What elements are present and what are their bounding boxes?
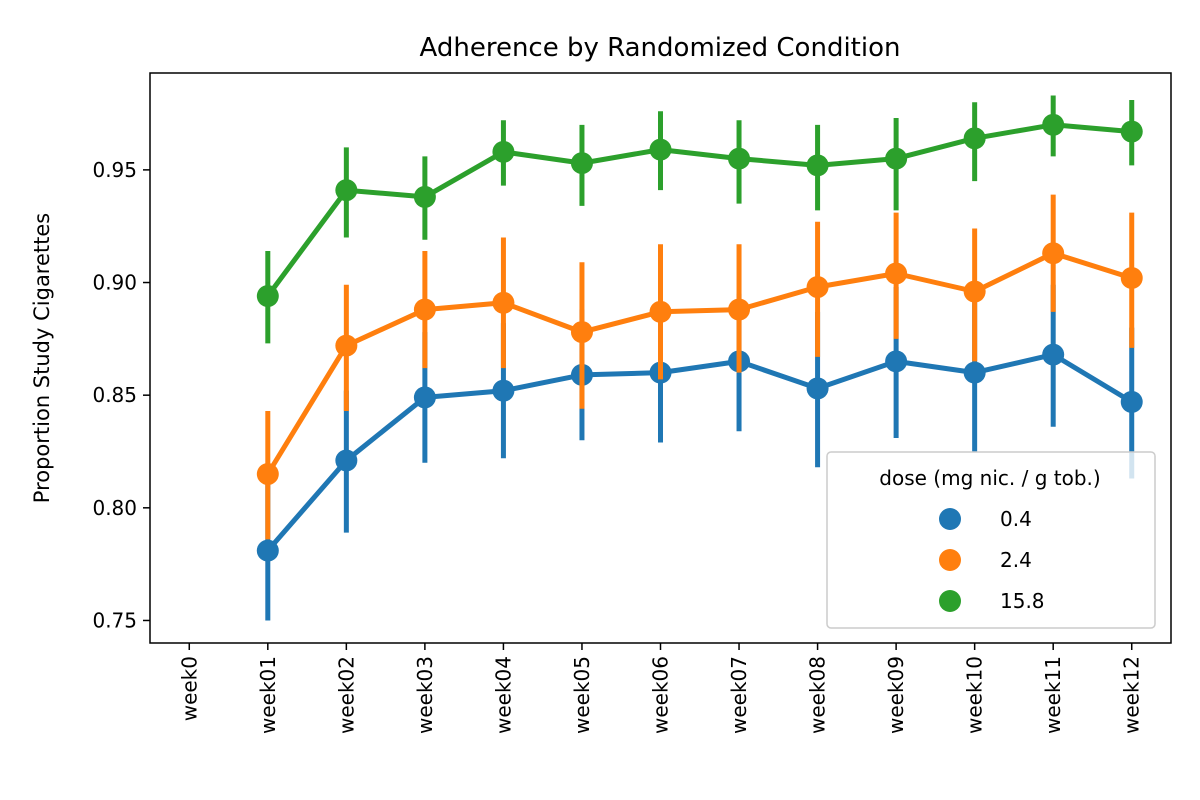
data-point — [885, 350, 908, 373]
data-point — [570, 321, 593, 344]
legend-marker — [939, 549, 961, 571]
data-point — [1120, 267, 1143, 290]
data-point — [963, 127, 986, 150]
x-tick-label: week11 — [1041, 656, 1065, 734]
y-tick-label: 0.80 — [92, 496, 137, 520]
data-point — [1120, 390, 1143, 413]
series-15.8 — [256, 95, 1143, 344]
plot-area: 0.75 0.80 0.85 0.90 0.95 week0 week01 week02 wee… — [92, 72, 1172, 734]
x-tick-label: week04 — [491, 656, 515, 734]
data-point — [649, 138, 672, 161]
data-point — [649, 300, 672, 323]
y-tick-label: 0.90 — [92, 271, 137, 295]
x-tick-label: week02 — [334, 656, 358, 734]
data-point — [806, 377, 829, 400]
data-point — [492, 379, 515, 402]
data-point — [413, 386, 436, 409]
data-point — [885, 147, 908, 170]
series-2.4 — [256, 194, 1143, 540]
x-tick-label: week08 — [806, 656, 830, 734]
chart-title: Adherence by Randomized Condition — [420, 33, 901, 63]
x-tick-label: week0 — [177, 656, 201, 721]
data-point — [963, 280, 986, 303]
y-tick-label: 0.95 — [92, 158, 137, 182]
data-point — [413, 185, 436, 208]
legend-label: 15.8 — [1000, 589, 1045, 613]
x-tick-label: week12 — [1120, 656, 1144, 734]
legend-frame — [826, 451, 1156, 629]
legend-marker — [939, 590, 961, 612]
data-point — [885, 262, 908, 285]
y-tick-label: 0.75 — [92, 608, 137, 632]
data-point — [806, 276, 829, 299]
legend: dose (mg nic. / g tob.) 0.4 2.4 15.8 — [826, 451, 1156, 629]
data-point — [963, 361, 986, 384]
legend-marker — [939, 508, 961, 530]
data-point — [492, 291, 515, 314]
data-point — [1042, 113, 1065, 136]
legend-title: dose (mg nic. / g tob.) — [879, 466, 1100, 490]
data-point — [335, 179, 358, 202]
x-tick-label: week10 — [963, 656, 987, 734]
series-line — [265, 250, 1133, 476]
data-point — [335, 334, 358, 357]
data-point — [1042, 242, 1065, 265]
x-tick-label: week07 — [727, 656, 751, 734]
data-point — [806, 154, 829, 177]
data-point — [256, 463, 279, 486]
data-point — [256, 539, 279, 562]
x-tick-label: week03 — [413, 656, 437, 734]
data-point — [570, 152, 593, 175]
y-axis-label: Proportion Study Cigarettes — [30, 213, 54, 503]
data-point — [1120, 120, 1143, 143]
data-point — [413, 298, 436, 321]
x-tick-label: week06 — [649, 656, 673, 734]
x-tick-label: week09 — [884, 656, 908, 734]
data-point — [492, 140, 515, 163]
data-point — [728, 147, 751, 170]
data-point — [728, 298, 751, 321]
x-tick-label: week01 — [256, 656, 280, 734]
legend-label: 2.4 — [1000, 548, 1032, 572]
y-tick-label: 0.85 — [92, 383, 137, 407]
data-point — [335, 449, 358, 472]
data-point — [1042, 343, 1065, 366]
data-point — [256, 285, 279, 308]
x-tick-label: week05 — [570, 656, 594, 734]
series-line — [265, 122, 1132, 298]
legend-label: 0.4 — [1000, 507, 1032, 531]
series-line — [265, 352, 1133, 553]
